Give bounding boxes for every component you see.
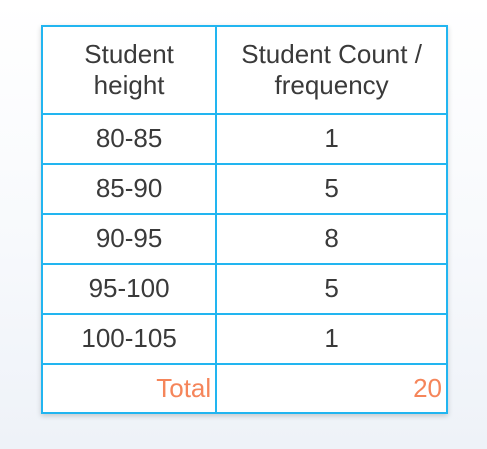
cell-count: 1 — [215, 313, 448, 365]
total-label: Total — [40, 363, 218, 414]
frequency-table: Student height Student Count / frequency… — [40, 25, 448, 414]
cell-count: 1 — [215, 113, 448, 165]
table-row: 80-85 1 — [40, 113, 448, 165]
table-row: 85-90 5 — [40, 163, 448, 215]
table-row: 100-105 1 — [40, 313, 448, 365]
cell-count: 5 — [215, 163, 448, 215]
cell-height: 95-100 — [40, 263, 218, 315]
cell-height: 90-95 — [40, 213, 218, 265]
table-row: 90-95 8 — [40, 213, 448, 265]
header-student-count-line2: frequency — [274, 70, 389, 100]
header-student-height-line2: height — [93, 70, 165, 100]
cell-count: 8 — [215, 213, 448, 265]
table-header-row: Student height Student Count / frequency — [40, 25, 448, 115]
cell-height: 100-105 — [40, 313, 218, 365]
header-student-count: Student Count / frequency — [215, 25, 448, 115]
table-row: 95-100 5 — [40, 263, 448, 315]
header-student-height: Student height — [40, 25, 218, 115]
header-student-height-line1: Student — [84, 38, 174, 69]
cell-count: 5 — [215, 263, 448, 315]
cell-height: 80-85 — [40, 113, 218, 165]
total-value: 20 — [215, 363, 448, 414]
table-total-row: Total 20 — [40, 363, 448, 414]
header-student-count-line1: Student Count / — [241, 38, 422, 69]
cell-height: 85-90 — [40, 163, 218, 215]
